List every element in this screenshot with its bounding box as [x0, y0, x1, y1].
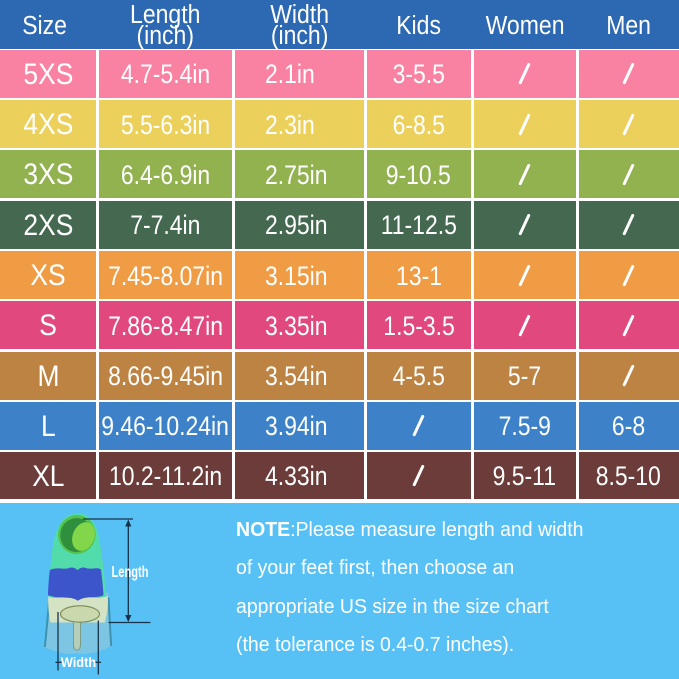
- svg-text:Length: Length: [112, 564, 149, 581]
- svg-text:Width: Width: [61, 654, 97, 670]
